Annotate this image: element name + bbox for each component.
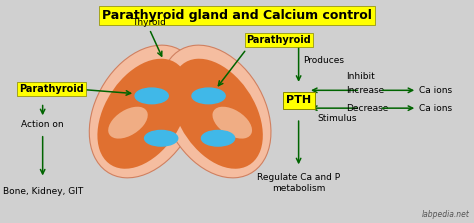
Circle shape [201, 130, 235, 146]
Text: Bone, Kidney, GIT: Bone, Kidney, GIT [2, 187, 83, 196]
Text: PTH: PTH [286, 95, 311, 105]
Ellipse shape [89, 45, 200, 178]
Ellipse shape [212, 107, 252, 138]
Text: Decrease: Decrease [346, 104, 388, 113]
Text: Stimulus: Stimulus [318, 114, 357, 123]
Text: Parathyroid: Parathyroid [19, 84, 84, 94]
Text: Regulate Ca and P
metabolism: Regulate Ca and P metabolism [257, 173, 340, 192]
Text: Parathyroid: Parathyroid [246, 35, 311, 45]
Ellipse shape [160, 45, 271, 178]
Ellipse shape [108, 107, 148, 138]
Text: Ca ions: Ca ions [419, 104, 453, 113]
Text: Increase: Increase [346, 86, 384, 95]
Text: Action on: Action on [21, 120, 64, 129]
Text: Produces: Produces [303, 56, 344, 65]
Text: Ca ions: Ca ions [419, 86, 453, 95]
Ellipse shape [98, 59, 189, 169]
Ellipse shape [172, 59, 263, 169]
Circle shape [145, 130, 178, 146]
Circle shape [135, 88, 168, 104]
Text: Parathyroid gland and Calcium control: Parathyroid gland and Calcium control [102, 9, 372, 22]
Ellipse shape [159, 76, 201, 116]
Text: Thyroid: Thyroid [132, 18, 166, 27]
Circle shape [192, 88, 225, 104]
Text: labpedia.net: labpedia.net [421, 210, 469, 219]
Text: Inhibit: Inhibit [346, 72, 375, 81]
